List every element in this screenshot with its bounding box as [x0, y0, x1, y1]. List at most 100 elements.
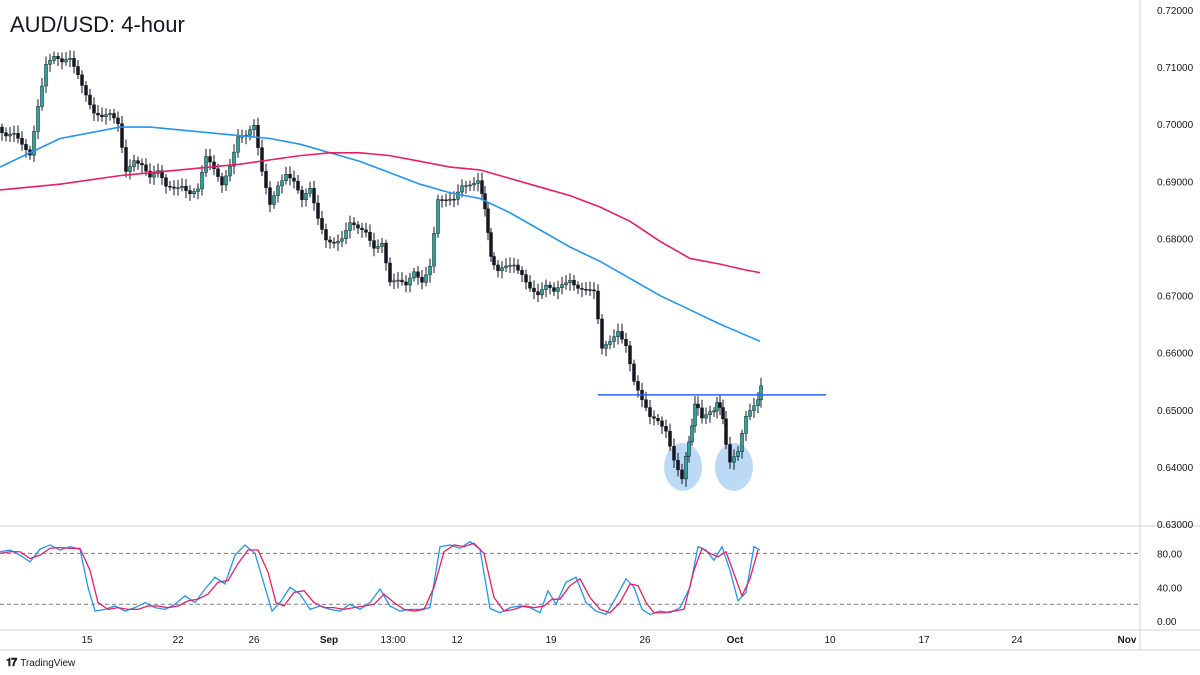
candle-body: [412, 271, 416, 279]
stoch-d-line: [0, 542, 759, 614]
candle-body: [384, 242, 388, 264]
candle-body: [524, 274, 528, 283]
candle-body: [144, 164, 148, 172]
candle-body: [140, 163, 144, 166]
candle-body: [536, 291, 540, 296]
candle-body: [12, 133, 16, 135]
candle-body: [644, 399, 648, 408]
candle-body: [528, 281, 532, 289]
candle-body: [756, 399, 760, 407]
price-tick-label: 0.63000: [1157, 520, 1194, 531]
tradingview-logo-icon: 𝟏𝟕: [6, 657, 17, 669]
stochastic-pane[interactable]: [0, 540, 1140, 616]
candle-body: [690, 425, 694, 443]
candle-body: [687, 441, 691, 457]
candle-body: [444, 199, 448, 202]
candle-body: [124, 147, 128, 172]
candle-body: [188, 190, 192, 194]
time-tick-label: 26: [248, 635, 260, 646]
time-tick-label: 13:00: [380, 635, 405, 646]
candle-body: [652, 416, 656, 419]
sma-fast-line: [0, 126, 761, 342]
candle-body: [44, 64, 48, 87]
candle-body: [368, 232, 372, 241]
candle-body: [612, 336, 616, 342]
candle-body: [228, 165, 232, 177]
chart-title: AUD/USD: 4-hour: [10, 12, 185, 37]
candle-body: [200, 172, 204, 190]
candle-body: [424, 274, 428, 283]
candle-body: [16, 133, 20, 139]
candle-body: [252, 125, 256, 131]
candle-body: [584, 289, 588, 291]
candle-body: [284, 174, 288, 182]
stoch-tick-label: 0.00: [1157, 617, 1177, 628]
price-tick-label: 0.72000: [1157, 6, 1194, 17]
candle-body: [136, 160, 140, 164]
candle-body: [676, 459, 680, 471]
candle-body: [592, 289, 596, 292]
candle-body: [68, 58, 72, 60]
candle-body: [404, 281, 408, 286]
price-tick-label: 0.69000: [1157, 177, 1194, 188]
candle-body: [32, 131, 36, 156]
candle-body: [748, 410, 752, 417]
candle-body: [564, 282, 568, 285]
time-tick-label: 15: [81, 635, 93, 646]
sma-slow-line: [0, 151, 761, 274]
candle-body: [96, 112, 100, 116]
candle-body: [744, 416, 748, 434]
candle-body: [308, 188, 312, 194]
candle-body: [232, 151, 236, 167]
candle-body: [428, 265, 432, 276]
candle-body: [588, 289, 592, 291]
candle-body: [715, 402, 719, 412]
candle-body: [20, 138, 24, 145]
candle-body: [152, 173, 156, 178]
price-pane[interactable]: [0, 50, 826, 491]
candle-body: [636, 381, 640, 391]
candle-body: [192, 191, 196, 194]
candle-body: [576, 284, 580, 289]
candle-body: [512, 264, 516, 267]
candle-body: [596, 290, 600, 320]
candle-body: [664, 426, 668, 432]
candle-body: [168, 185, 172, 188]
candle-body: [72, 58, 76, 67]
candle-body: [172, 186, 176, 189]
candle-body: [504, 265, 508, 268]
candle-body: [112, 113, 116, 119]
candle-body: [48, 60, 52, 65]
candle-body: [60, 58, 64, 63]
candle-body: [548, 284, 552, 288]
candle-body: [164, 177, 168, 187]
candle-body: [196, 188, 200, 192]
candle-body: [88, 94, 92, 105]
candle-body: [693, 403, 697, 427]
time-tick-label: 10: [824, 635, 836, 646]
candle-body: [184, 185, 188, 191]
candle-body: [212, 161, 216, 170]
candle-body: [320, 218, 324, 230]
candle-body: [236, 136, 240, 153]
candle-body: [620, 331, 624, 340]
candle-body: [392, 280, 396, 283]
candle-body: [352, 222, 356, 226]
candle-body: [64, 59, 68, 63]
candle-body: [672, 446, 676, 461]
candle-body: [600, 318, 604, 349]
candle-body: [160, 170, 164, 179]
candle-body: [464, 185, 468, 187]
candle-body: [712, 410, 716, 413]
candle-body: [204, 156, 208, 173]
candle-body: [476, 180, 480, 184]
candle-body: [348, 222, 352, 231]
candle-body: [456, 191, 460, 200]
candle-body: [344, 230, 348, 239]
candle-body: [540, 289, 544, 296]
candle-body: [508, 265, 512, 267]
candle-body: [408, 277, 412, 286]
candle-body: [360, 227, 364, 231]
candle-body: [128, 166, 132, 172]
